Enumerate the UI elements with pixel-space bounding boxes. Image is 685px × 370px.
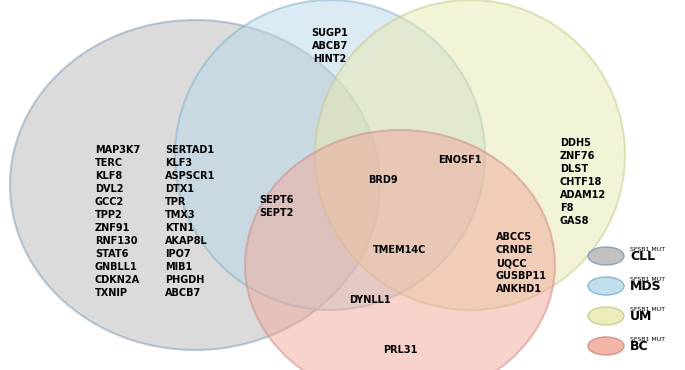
Text: ENOSF1: ENOSF1 bbox=[438, 155, 482, 165]
Text: CHTF18: CHTF18 bbox=[560, 177, 602, 187]
Text: MIB1: MIB1 bbox=[165, 262, 192, 272]
Text: STAT6: STAT6 bbox=[95, 249, 128, 259]
Text: TPP2: TPP2 bbox=[95, 210, 123, 220]
Text: ANKHD1: ANKHD1 bbox=[496, 284, 542, 294]
Ellipse shape bbox=[588, 337, 624, 355]
Text: DTX1: DTX1 bbox=[165, 184, 194, 194]
Text: IPO7: IPO7 bbox=[165, 249, 190, 259]
Text: TMEM14C: TMEM14C bbox=[373, 245, 427, 255]
Text: SFSB1 MUT: SFSB1 MUT bbox=[630, 277, 665, 282]
Text: KLF8: KLF8 bbox=[95, 171, 122, 181]
Text: SFSB1 MUT: SFSB1 MUT bbox=[630, 307, 665, 312]
Text: TPR: TPR bbox=[165, 197, 186, 207]
Ellipse shape bbox=[175, 0, 485, 310]
Text: ABCC5: ABCC5 bbox=[496, 232, 532, 242]
Text: TXNIP: TXNIP bbox=[95, 288, 128, 298]
Text: DYNLL1: DYNLL1 bbox=[349, 295, 391, 305]
Ellipse shape bbox=[245, 130, 555, 370]
Text: GUSBP11: GUSBP11 bbox=[496, 271, 547, 281]
Ellipse shape bbox=[315, 0, 625, 310]
Text: GCC2: GCC2 bbox=[95, 197, 124, 207]
Text: ABCB7: ABCB7 bbox=[165, 288, 201, 298]
Text: AKAP8L: AKAP8L bbox=[165, 236, 208, 246]
Text: GNBLL1: GNBLL1 bbox=[95, 262, 138, 272]
Text: KLF3: KLF3 bbox=[165, 158, 192, 168]
Text: SUGP1: SUGP1 bbox=[312, 28, 349, 38]
Text: ABCB7: ABCB7 bbox=[312, 41, 348, 51]
Text: UM: UM bbox=[630, 309, 652, 323]
Text: BRD9: BRD9 bbox=[368, 175, 398, 185]
Ellipse shape bbox=[588, 277, 624, 295]
Ellipse shape bbox=[588, 307, 624, 325]
Text: UQCC: UQCC bbox=[496, 258, 527, 268]
Ellipse shape bbox=[10, 20, 380, 350]
Text: TERC: TERC bbox=[95, 158, 123, 168]
Text: CRNDE: CRNDE bbox=[496, 245, 534, 255]
Text: DVL2: DVL2 bbox=[95, 184, 123, 194]
Text: SERTAD1: SERTAD1 bbox=[165, 145, 214, 155]
Text: ASPSCR1: ASPSCR1 bbox=[165, 171, 215, 181]
Text: ZNF91: ZNF91 bbox=[95, 223, 130, 233]
Text: ZNF76: ZNF76 bbox=[560, 151, 595, 161]
Text: F8: F8 bbox=[560, 203, 573, 213]
Text: SEPT6: SEPT6 bbox=[259, 195, 293, 205]
Text: SFSB1 MUT: SFSB1 MUT bbox=[630, 337, 665, 342]
Text: CDKN2A: CDKN2A bbox=[95, 275, 140, 285]
Text: SEPT2: SEPT2 bbox=[259, 208, 293, 218]
Text: GAS8: GAS8 bbox=[560, 216, 590, 226]
Text: PRL31: PRL31 bbox=[383, 345, 417, 355]
Text: ADAM12: ADAM12 bbox=[560, 190, 606, 200]
Text: PHGDH: PHGDH bbox=[165, 275, 204, 285]
Text: BC: BC bbox=[630, 340, 649, 353]
Text: CLL: CLL bbox=[630, 249, 655, 262]
Text: SFSB1 MUT: SFSB1 MUT bbox=[630, 247, 665, 252]
Text: HINT2: HINT2 bbox=[313, 54, 347, 64]
Ellipse shape bbox=[588, 247, 624, 265]
Text: DDH5: DDH5 bbox=[560, 138, 591, 148]
Text: RNF130: RNF130 bbox=[95, 236, 138, 246]
Text: TMX3: TMX3 bbox=[165, 210, 196, 220]
Text: DLST: DLST bbox=[560, 164, 588, 174]
Text: MDS: MDS bbox=[630, 279, 662, 293]
Text: KTN1: KTN1 bbox=[165, 223, 194, 233]
Text: MAP3K7: MAP3K7 bbox=[95, 145, 140, 155]
